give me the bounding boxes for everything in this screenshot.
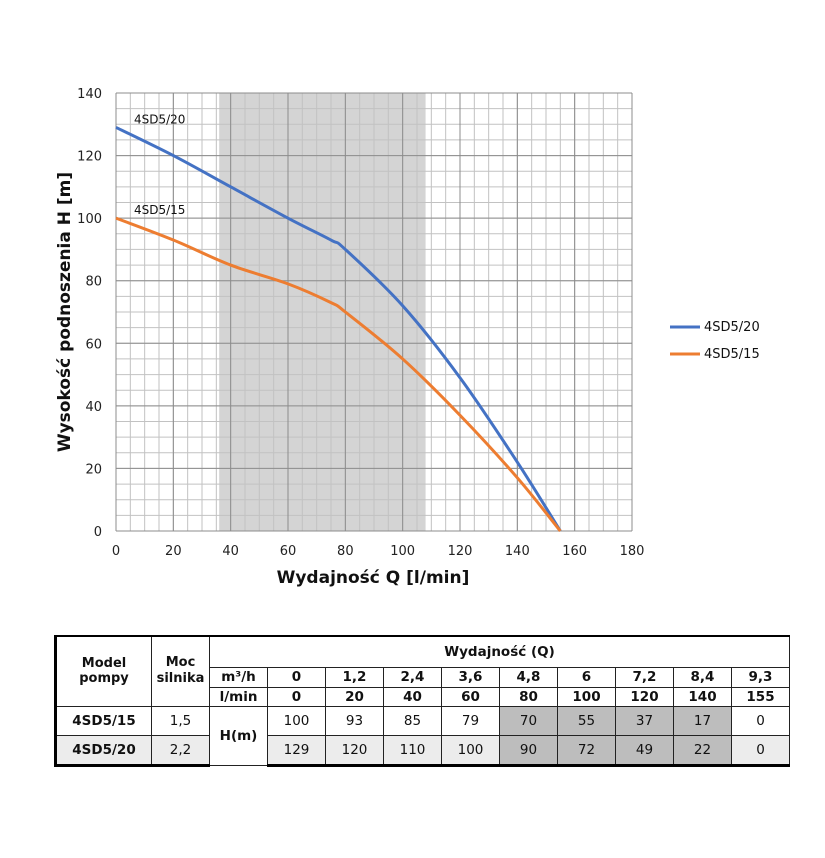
flow-header: Wydajność (Q) <box>209 635 790 668</box>
y-tick-label: 120 <box>77 150 102 165</box>
unit-m3h: m³/h <box>209 666 268 688</box>
head-value-cell: 22 <box>673 734 732 767</box>
x-tick-label: 60 <box>280 544 297 559</box>
flow-lmin-cell: 60 <box>441 686 500 707</box>
power-cell: 1,5 <box>151 705 210 736</box>
x-tick-label: 120 <box>448 544 473 559</box>
flow-lmin-cell: 140 <box>673 686 732 707</box>
pump-curve-chart: 0 20 40 60 80 100 120 140 160 180 0 20 40 60 80 100 120… <box>55 87 760 588</box>
x-tick-label: 40 <box>222 544 239 559</box>
x-tick-label: 80 <box>337 544 354 559</box>
flow-m3h-cell: 1,2 <box>325 666 384 688</box>
flow-m3h-cell: 4,8 <box>499 666 558 688</box>
head-value-cell: 129 <box>267 734 326 767</box>
series-line-4sd5-15 <box>115 216 562 532</box>
head-value-cell: 90 <box>499 734 558 767</box>
power-header: Moc silnika <box>151 635 210 707</box>
power-cell: 2,2 <box>151 734 210 767</box>
flow-lmin-cell: 20 <box>325 686 384 707</box>
flow-lmin-cell: 80 <box>499 686 558 707</box>
head-value-cell: 120 <box>325 734 384 767</box>
y-tick-label: 20 <box>85 462 102 477</box>
flow-m3h-cell: 2,4 <box>383 666 442 688</box>
flow-m3h-cell: 3,6 <box>441 666 500 688</box>
y-tick-label: 60 <box>85 337 102 352</box>
flow-lmin-cell: 0 <box>267 686 326 707</box>
head-value-cell: 110 <box>383 734 442 767</box>
flow-m3h-cell: 7,2 <box>615 666 674 688</box>
legend-label-4sd5-15: 4SD5/15 <box>704 347 760 362</box>
x-tick-label: 20 <box>165 544 182 559</box>
y-tick-label: 0 <box>94 525 102 540</box>
head-value-cell: 72 <box>557 734 616 767</box>
y-tick-label: 140 <box>77 87 102 102</box>
minor-grid <box>115 92 633 532</box>
unit-lmin: l/min <box>209 686 268 707</box>
head-value-cell: 70 <box>499 705 558 736</box>
flow-m3h-cell: 8,4 <box>673 666 732 688</box>
legend-label-4sd5-20: 4SD5/20 <box>704 320 760 335</box>
series-label-4sd5-15: 4SD5/15 <box>134 203 185 217</box>
head-value-cell: 55 <box>557 705 616 736</box>
head-value-cell: 0 <box>731 734 790 767</box>
head-value-cell: 79 <box>441 705 500 736</box>
head-label: H(m) <box>209 705 268 766</box>
flow-m3h-cell: 0 <box>267 666 326 688</box>
y-tick-label: 100 <box>77 212 102 227</box>
y-axis-title: Wysokość podnoszenia H [m] <box>55 172 75 452</box>
legend: 4SD5/20 4SD5/15 <box>670 320 760 362</box>
x-tick-label: 180 <box>620 544 645 559</box>
flow-lmin-cell: 155 <box>731 686 790 707</box>
model-header: Model pompy <box>54 635 152 707</box>
pump-performance-table: Model pompy Moc silnika Wydajność (Q) m³… <box>54 635 790 767</box>
head-value-cell: 93 <box>325 705 384 736</box>
head-value-cell: 37 <box>615 705 674 736</box>
y-tick-label: 40 <box>85 400 102 415</box>
x-tick-label: 140 <box>505 544 530 559</box>
flow-lmin-cell: 100 <box>557 686 616 707</box>
x-tick-label: 100 <box>390 544 415 559</box>
series-line-4sd5-20 <box>115 126 562 532</box>
head-value-cell: 0 <box>731 705 790 736</box>
model-cell: 4SD5/15 <box>54 705 152 736</box>
y-tick-label: 80 <box>85 275 102 290</box>
series-label-4sd5-20: 4SD5/20 <box>134 112 185 126</box>
head-value-cell: 100 <box>267 705 326 736</box>
major-grid <box>115 92 633 532</box>
head-value-cell: 49 <box>615 734 674 767</box>
x-tick-label: 0 <box>112 544 120 559</box>
head-value-cell: 100 <box>441 734 500 767</box>
flow-m3h-cell: 6 <box>557 666 616 688</box>
x-axis-ticks: 0 20 40 60 80 100 120 140 160 180 <box>112 544 645 559</box>
head-value-cell: 17 <box>673 705 732 736</box>
model-cell: 4SD5/20 <box>54 734 152 767</box>
flow-lmin-cell: 120 <box>615 686 674 707</box>
series-lines <box>115 126 562 532</box>
x-tick-label: 160 <box>562 544 587 559</box>
flow-lmin-cell: 40 <box>383 686 442 707</box>
y-axis-ticks: 0 20 40 60 80 100 120 140 <box>77 87 102 540</box>
head-value-cell: 85 <box>383 705 442 736</box>
x-axis-title: Wydajność Q [l/min] <box>277 568 470 588</box>
flow-m3h-cell: 9,3 <box>731 666 790 688</box>
